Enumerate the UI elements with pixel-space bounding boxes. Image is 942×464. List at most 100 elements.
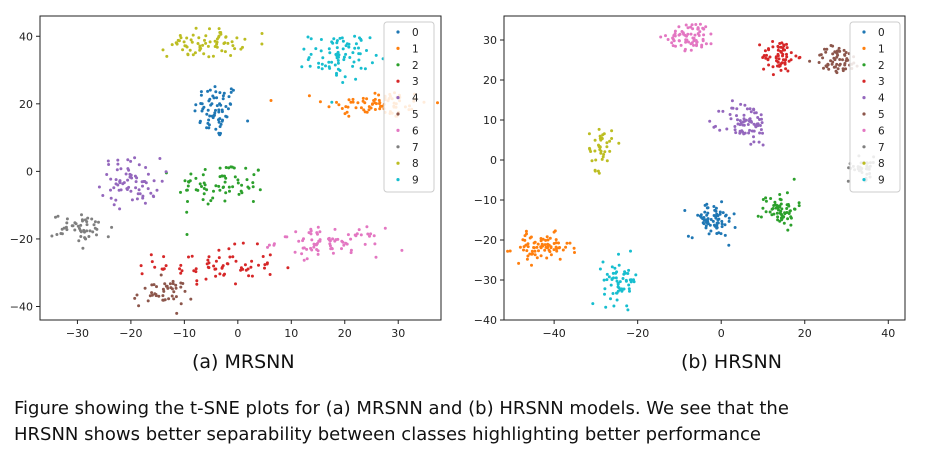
point-class-2 [185, 233, 189, 236]
point-class-1 [370, 102, 374, 106]
point-class-0 [218, 133, 221, 137]
legend-label-3: 3 [412, 76, 419, 88]
point-class-3 [771, 45, 775, 49]
point-class-4 [708, 119, 712, 123]
point-class-1 [526, 254, 530, 258]
point-class-8 [185, 45, 189, 49]
point-class-1 [522, 245, 526, 249]
point-class-8 [201, 43, 205, 47]
figure-caption-line-2: HRSNN shows better separability between … [14, 424, 761, 445]
point-class-2 [787, 212, 791, 215]
point-class-6 [695, 44, 698, 48]
point-class-9 [613, 266, 617, 270]
point-class-2 [231, 185, 235, 189]
point-class-7 [79, 235, 83, 238]
point-class-1 [373, 91, 377, 95]
point-class-9 [358, 36, 361, 40]
point-class-2 [779, 198, 783, 202]
point-class-9 [357, 52, 361, 56]
point-class-9 [621, 277, 625, 280]
point-class-4 [760, 117, 763, 121]
point-class-9 [300, 65, 304, 69]
point-class-0 [214, 127, 218, 131]
point-class-4 [760, 121, 764, 125]
point-class-2 [188, 179, 192, 183]
point-class-0 [719, 232, 723, 236]
point-class-7 [95, 233, 98, 237]
point-class-9 [624, 271, 627, 275]
point-class-9 [617, 252, 620, 256]
point-class-6 [368, 234, 371, 238]
point-class-3 [785, 42, 788, 46]
legend-marker-3 [862, 79, 866, 83]
point-class-9 [343, 75, 347, 79]
point-class-2 [785, 207, 789, 210]
point-class-4 [141, 194, 145, 198]
point-class-0 [704, 218, 708, 222]
point-class-9 [622, 287, 626, 291]
point-class-7 [79, 223, 83, 227]
point-class-6 [366, 232, 370, 236]
point-class-9 [368, 36, 372, 40]
point-class-0 [205, 112, 209, 116]
point-class-0 [212, 113, 216, 117]
point-class-3 [771, 73, 775, 77]
point-class-8 [203, 38, 206, 42]
point-class-2 [223, 174, 226, 178]
point-class-4 [134, 186, 138, 190]
point-class-5 [832, 56, 836, 60]
point-class-9 [591, 302, 595, 306]
point-class-4 [730, 106, 734, 110]
point-class-6 [696, 27, 700, 31]
point-class-8 [598, 134, 602, 138]
point-class-0 [727, 216, 731, 220]
point-class-6 [689, 25, 693, 29]
point-class-8 [602, 153, 606, 156]
point-class-0 [206, 89, 210, 93]
point-class-3 [762, 54, 766, 58]
point-class-3 [771, 40, 775, 43]
point-class-5 [826, 62, 830, 66]
point-class-9 [320, 62, 324, 66]
point-class-2 [223, 180, 227, 184]
point-class-2 [252, 173, 256, 177]
point-class-3 [786, 69, 790, 73]
point-class-2 [202, 181, 206, 185]
point-class-9 [321, 56, 325, 60]
point-class-4 [116, 183, 120, 187]
point-class-4 [117, 188, 121, 192]
point-class-4 [115, 168, 119, 172]
point-class-9 [344, 52, 348, 56]
point-class-3 [781, 58, 785, 62]
point-class-4 [748, 107, 752, 111]
point-class-0 [715, 232, 719, 235]
point-class-8 [217, 27, 221, 31]
point-class-1 [535, 256, 539, 260]
axes-frame [39, 15, 442, 321]
point-class-1 [524, 229, 528, 233]
point-class-4 [109, 177, 113, 181]
point-class-4 [748, 128, 752, 132]
point-class-0 [193, 109, 197, 113]
point-class-0 [711, 219, 715, 223]
point-class-9 [320, 67, 324, 71]
point-class-5 [179, 285, 183, 289]
point-class-6 [704, 42, 708, 46]
point-class-1 [365, 97, 369, 101]
point-class-5 [133, 296, 137, 300]
point-class-2 [778, 211, 782, 215]
point-class-4 [136, 192, 140, 196]
point-class-5 [159, 273, 163, 277]
point-class-3 [776, 48, 780, 52]
point-class-6 [359, 233, 363, 237]
point-class-8 [215, 42, 219, 46]
legend-marker-7 [862, 145, 866, 149]
point-class-2 [778, 193, 782, 196]
point-class-0 [706, 211, 710, 215]
legend-label-9: 9 [878, 175, 885, 187]
point-class-8 [198, 46, 202, 50]
point-class-9 [341, 47, 345, 51]
point-class-6 [293, 250, 297, 254]
point-class-3 [782, 44, 786, 48]
point-class-1 [572, 246, 576, 250]
